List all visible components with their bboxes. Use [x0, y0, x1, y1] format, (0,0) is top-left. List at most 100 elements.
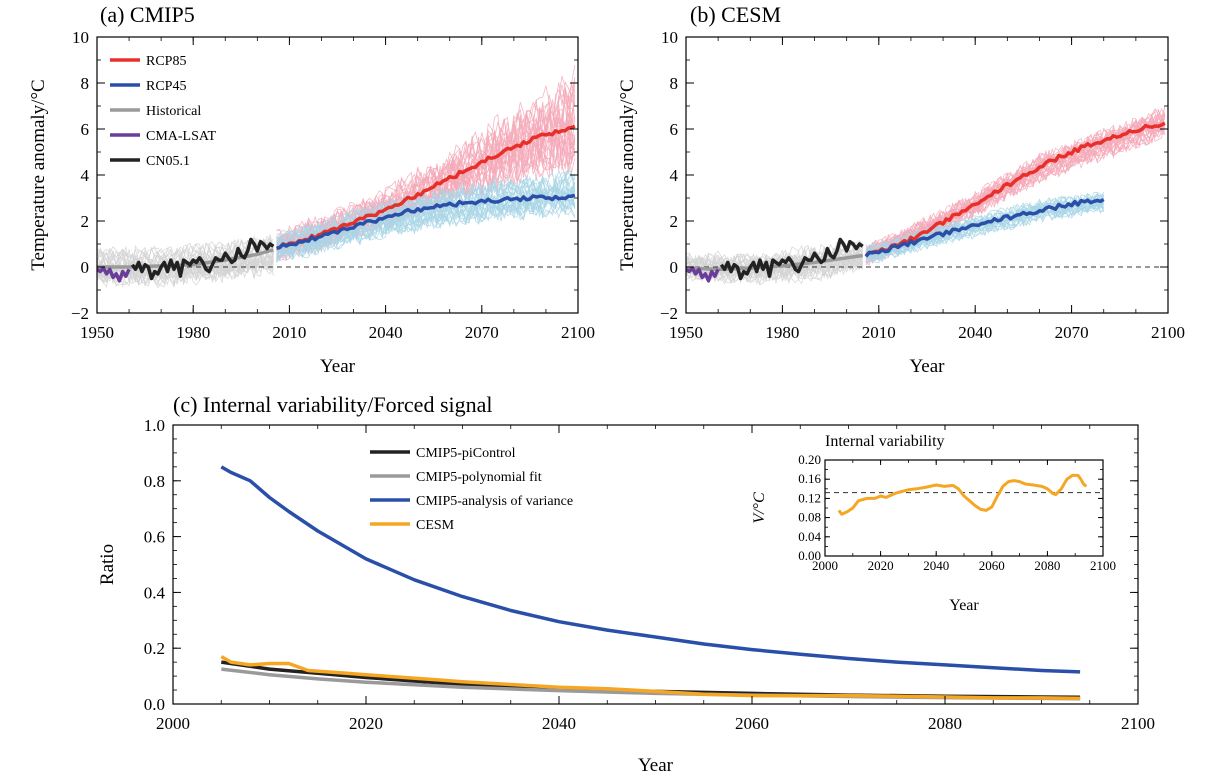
y-tick-label: 2 — [81, 212, 90, 231]
chart-panel-0: 1950 1980 2010 2040 2070 2100 −2 0 2 4 6 8 10 (a) CMI… — [28, 2, 595, 377]
y-tick-label: 8 — [670, 74, 679, 93]
y-tick-label: 2 — [670, 212, 679, 231]
x-tick-label: 2070 — [1055, 323, 1089, 342]
y-tick-label: −2 — [71, 304, 89, 323]
x-tick-label: 1950 — [80, 323, 114, 342]
ensemble-member-line — [276, 185, 576, 254]
legend-label: CMIP5-polynomial fit — [416, 470, 542, 485]
plot-area — [97, 65, 578, 289]
series-line-cn05-1 — [719, 237, 864, 281]
y-tick-label: −2 — [660, 304, 678, 323]
y-tick-label: 0.4 — [144, 583, 166, 602]
legend: CMIP5-piControl CMIP5-polynomial fit CMIP5… — [370, 446, 573, 533]
y-tick-label: 0.6 — [144, 528, 165, 547]
legend-label: CN05.1 — [146, 154, 190, 169]
y-tick-label: 0.00 — [798, 548, 821, 563]
x-tick-label: 1980 — [765, 323, 799, 342]
y-tick-label: 0.8 — [144, 472, 165, 491]
x-tick-label: 2080 — [928, 714, 962, 733]
x-tick-label: 2010 — [862, 323, 896, 342]
ensemble-member-line — [865, 193, 1105, 251]
x-tick-label: 2020 — [349, 714, 383, 733]
chart-panel-1: 1950 1980 2010 2040 2070 2100 −2 0 2 4 6 8 10 (b) CES… — [617, 2, 1185, 377]
series-line-cesm — [837, 473, 1088, 516]
y-tick-label: 0.08 — [798, 510, 821, 525]
y-tick-label: 8 — [81, 74, 90, 93]
y-axis-label: Temperature anomaly/°C — [28, 79, 49, 270]
y-tick-label: 0.2 — [144, 639, 165, 658]
series-line-rcp45 — [276, 193, 576, 250]
x-tick-label: 2100 — [1121, 714, 1155, 733]
series-line-historical — [686, 253, 863, 272]
legend-label: CMIP5-analysis of variance — [416, 494, 573, 509]
panel-title: (c) Internal variability/Forced signal — [173, 392, 493, 417]
x-axis-label: Year — [320, 356, 356, 377]
y-tick-label: 0.20 — [798, 452, 821, 467]
x-tick-label: 1950 — [669, 323, 703, 342]
y-tick-label: 0.12 — [798, 490, 821, 505]
y-tick-label: 0.0 — [144, 695, 165, 714]
x-tick-label: 2100 — [1151, 323, 1185, 342]
ensemble-member-line — [276, 93, 576, 250]
x-tick-label: 2080 — [1034, 558, 1060, 573]
series-line-cmip5-analysis-of-variance — [220, 465, 1081, 674]
x-axis-label: Year — [949, 597, 979, 614]
y-tick-label: 0.04 — [798, 529, 821, 544]
x-tick-label: 2060 — [979, 558, 1005, 573]
x-tick-label: 2100 — [561, 323, 595, 342]
legend-label: CESM — [416, 518, 455, 533]
x-tick-label: 2000 — [812, 558, 838, 573]
plot-area — [825, 473, 1103, 516]
panel-title: Internal variability — [825, 433, 945, 450]
y-tick-label: 0 — [670, 258, 679, 277]
plot-area — [686, 106, 1168, 286]
y-tick-label: 10 — [72, 28, 89, 47]
ensemble-member-line — [97, 249, 274, 280]
x-tick-label: 2020 — [868, 558, 894, 573]
legend-label: RCP85 — [146, 54, 186, 69]
series-line-cn05-1 — [130, 237, 275, 281]
x-tick-label: 2040 — [923, 558, 949, 573]
y-tick-label: 1.0 — [144, 416, 165, 435]
y-tick-label: 0 — [81, 258, 90, 277]
legend-label: Historical — [146, 104, 201, 119]
legend-label: CMIP5-piControl — [416, 446, 516, 461]
y-tick-label: 0.16 — [798, 471, 821, 486]
series-line-cesm — [220, 655, 1081, 701]
x-tick-label: 2010 — [272, 323, 306, 342]
legend-label: CMA-LSAT — [146, 129, 216, 144]
series-line-rcp85 — [276, 124, 576, 250]
x-tick-label: 1980 — [176, 323, 210, 342]
inset-background — [765, 430, 1119, 598]
x-axis-label: Year — [909, 356, 945, 377]
panel-title: (b) CESM — [690, 2, 781, 27]
panel-title: (a) CMIP5 — [100, 2, 195, 27]
legend-label: RCP45 — [146, 79, 186, 94]
x-tick-label: 2100 — [1090, 558, 1116, 573]
x-tick-label: 2000 — [156, 714, 190, 733]
y-tick-label: 4 — [81, 166, 90, 185]
ensemble-member-line — [686, 262, 863, 286]
series-line-cma-lsat — [97, 266, 131, 283]
series-line-cma-lsat — [686, 266, 720, 283]
plot-area — [220, 465, 1081, 701]
y-axis-label: Ratio — [97, 544, 118, 585]
x-tick-label: 2060 — [735, 714, 769, 733]
series-line-rcp45 — [864, 197, 1105, 258]
x-axis-label: Year — [638, 755, 674, 776]
x-tick-label: 2040 — [369, 323, 403, 342]
ensemble-member-line — [276, 171, 576, 247]
chart-panel-3: 2000 2020 2040 2060 2080 2100 0.00 0.04 0.08 0.12… — [751, 430, 1119, 614]
series-line-rcp85 — [864, 121, 1166, 258]
ensemble-member-line — [97, 234, 274, 267]
ensemble-member-line — [276, 194, 576, 261]
x-tick-label: 2070 — [465, 323, 499, 342]
chart-panel-2: 2000 2020 2040 2060 2080 2100 0.0 0.2 0.4 0.6 0.8 1… — [97, 392, 1155, 776]
y-tick-label: 4 — [670, 166, 679, 185]
y-tick-label: 6 — [670, 120, 679, 139]
y-tick-label: 10 — [661, 28, 678, 47]
y-axis-label: Temperature anomaly/°C — [617, 79, 638, 270]
ensemble-member-line — [97, 238, 274, 266]
x-tick-label: 2040 — [958, 323, 992, 342]
